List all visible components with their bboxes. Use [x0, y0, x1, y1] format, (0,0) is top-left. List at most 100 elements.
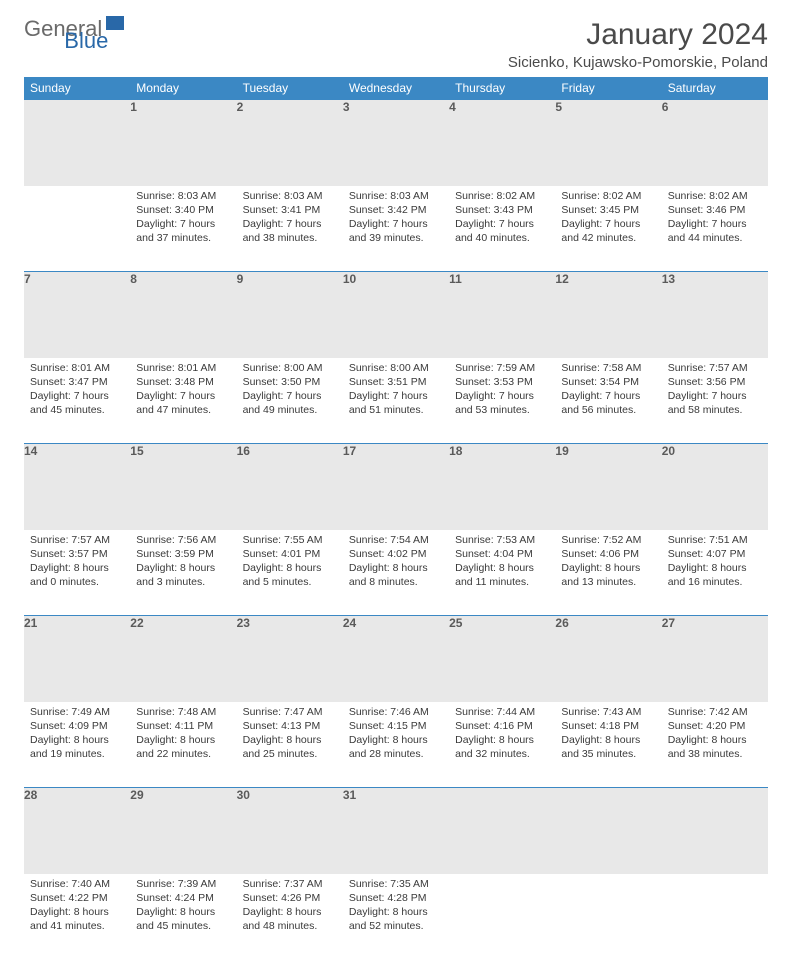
daylight1-text: Daylight: 7 hours	[668, 217, 762, 231]
calendar-page: General Blue January 2024 Sicienko, Kuja…	[0, 0, 792, 978]
daylight2-text: and 0 minutes.	[30, 575, 124, 589]
sunset-text: Sunset: 3:40 PM	[136, 203, 230, 217]
day-details: Sunrise: 7:48 AMSunset: 4:11 PMDaylight:…	[130, 702, 236, 768]
daylight2-text: and 52 minutes.	[349, 919, 443, 933]
weekday-heading: Friday	[555, 77, 661, 100]
daylight1-text: Daylight: 8 hours	[561, 733, 655, 747]
daylight1-text: Daylight: 7 hours	[668, 389, 762, 403]
sunset-text: Sunset: 4:06 PM	[561, 547, 655, 561]
sunset-text: Sunset: 4:01 PM	[243, 547, 337, 561]
daylight2-text: and 37 minutes.	[136, 231, 230, 245]
day-cell: Sunrise: 7:53 AMSunset: 4:04 PMDaylight:…	[449, 530, 555, 616]
sunrise-text: Sunrise: 7:57 AM	[668, 361, 762, 375]
sunrise-text: Sunrise: 8:02 AM	[668, 189, 762, 203]
sunrise-text: Sunrise: 7:44 AM	[455, 705, 549, 719]
daylight2-text: and 3 minutes.	[136, 575, 230, 589]
sunrise-text: Sunrise: 8:03 AM	[349, 189, 443, 203]
day-number: 4	[449, 100, 555, 186]
daylight1-text: Daylight: 7 hours	[243, 389, 337, 403]
daylight1-text: Daylight: 7 hours	[349, 389, 443, 403]
sunrise-text: Sunrise: 7:59 AM	[455, 361, 549, 375]
sunrise-text: Sunrise: 8:01 AM	[30, 361, 124, 375]
daylight2-text: and 53 minutes.	[455, 403, 549, 417]
day-number: 18	[449, 444, 555, 530]
day-cell: Sunrise: 7:44 AMSunset: 4:16 PMDaylight:…	[449, 702, 555, 788]
day-number-row: 78910111213	[24, 272, 768, 358]
daylight1-text: Daylight: 8 hours	[455, 733, 549, 747]
logo: General Blue	[24, 18, 170, 40]
day-cell: Sunrise: 7:54 AMSunset: 4:02 PMDaylight:…	[343, 530, 449, 616]
daylight2-text: and 38 minutes.	[243, 231, 337, 245]
sunrise-text: Sunrise: 8:03 AM	[243, 189, 337, 203]
day-cell: Sunrise: 7:59 AMSunset: 3:53 PMDaylight:…	[449, 358, 555, 444]
day-cell: Sunrise: 7:58 AMSunset: 3:54 PMDaylight:…	[555, 358, 661, 444]
daylight2-text: and 47 minutes.	[136, 403, 230, 417]
day-cell: Sunrise: 8:02 AMSunset: 3:45 PMDaylight:…	[555, 186, 661, 272]
sunrise-text: Sunrise: 7:48 AM	[136, 705, 230, 719]
day-cell: Sunrise: 7:57 AMSunset: 3:57 PMDaylight:…	[24, 530, 130, 616]
daylight2-text: and 35 minutes.	[561, 747, 655, 761]
sunrise-text: Sunrise: 7:58 AM	[561, 361, 655, 375]
daylight1-text: Daylight: 8 hours	[30, 905, 124, 919]
day-cell: Sunrise: 8:01 AMSunset: 3:47 PMDaylight:…	[24, 358, 130, 444]
day-details: Sunrise: 8:02 AMSunset: 3:46 PMDaylight:…	[662, 186, 768, 252]
calendar-body: 123456Sunrise: 8:03 AMSunset: 3:40 PMDay…	[24, 100, 768, 960]
daylight1-text: Daylight: 8 hours	[243, 561, 337, 575]
day-cell: Sunrise: 7:48 AMSunset: 4:11 PMDaylight:…	[130, 702, 236, 788]
sunrise-text: Sunrise: 7:37 AM	[243, 877, 337, 891]
sunset-text: Sunset: 4:20 PM	[668, 719, 762, 733]
day-number: 11	[449, 272, 555, 358]
day-cell: Sunrise: 7:49 AMSunset: 4:09 PMDaylight:…	[24, 702, 130, 788]
day-details: Sunrise: 7:44 AMSunset: 4:16 PMDaylight:…	[449, 702, 555, 768]
sunrise-text: Sunrise: 7:55 AM	[243, 533, 337, 547]
daylight1-text: Daylight: 8 hours	[30, 733, 124, 747]
day-number: 30	[237, 788, 343, 874]
day-details: Sunrise: 7:47 AMSunset: 4:13 PMDaylight:…	[237, 702, 343, 768]
daylight2-text: and 19 minutes.	[30, 747, 124, 761]
daylight1-text: Daylight: 7 hours	[455, 217, 549, 231]
day-number-row: 21222324252627	[24, 616, 768, 702]
day-cell: Sunrise: 7:42 AMSunset: 4:20 PMDaylight:…	[662, 702, 768, 788]
daylight2-text: and 8 minutes.	[349, 575, 443, 589]
day-details: Sunrise: 7:57 AMSunset: 3:57 PMDaylight:…	[24, 530, 130, 596]
day-cell: Sunrise: 7:37 AMSunset: 4:26 PMDaylight:…	[237, 874, 343, 960]
day-cell: Sunrise: 7:51 AMSunset: 4:07 PMDaylight:…	[662, 530, 768, 616]
day-number: 16	[237, 444, 343, 530]
sunrise-text: Sunrise: 7:56 AM	[136, 533, 230, 547]
day-number: 7	[24, 272, 130, 358]
daylight1-text: Daylight: 7 hours	[243, 217, 337, 231]
day-cell: Sunrise: 8:03 AMSunset: 3:42 PMDaylight:…	[343, 186, 449, 272]
sunset-text: Sunset: 4:28 PM	[349, 891, 443, 905]
day-number: 29	[130, 788, 236, 874]
day-number: 13	[662, 272, 768, 358]
sunrise-text: Sunrise: 8:02 AM	[561, 189, 655, 203]
day-details: Sunrise: 7:39 AMSunset: 4:24 PMDaylight:…	[130, 874, 236, 940]
daylight1-text: Daylight: 8 hours	[349, 561, 443, 575]
day-number: 27	[662, 616, 768, 702]
day-details: Sunrise: 7:59 AMSunset: 3:53 PMDaylight:…	[449, 358, 555, 424]
daylight1-text: Daylight: 8 hours	[668, 733, 762, 747]
day-cell	[662, 874, 768, 960]
day-number	[24, 100, 130, 186]
weekday-heading: Monday	[130, 77, 236, 100]
day-number: 17	[343, 444, 449, 530]
daylight2-text: and 42 minutes.	[561, 231, 655, 245]
day-cell: Sunrise: 8:03 AMSunset: 3:41 PMDaylight:…	[237, 186, 343, 272]
day-number: 10	[343, 272, 449, 358]
day-number: 24	[343, 616, 449, 702]
day-cell: Sunrise: 8:02 AMSunset: 3:46 PMDaylight:…	[662, 186, 768, 272]
daylight1-text: Daylight: 8 hours	[136, 905, 230, 919]
day-number: 22	[130, 616, 236, 702]
day-cell: Sunrise: 8:00 AMSunset: 3:50 PMDaylight:…	[237, 358, 343, 444]
day-number	[449, 788, 555, 874]
day-number: 3	[343, 100, 449, 186]
sunset-text: Sunset: 4:02 PM	[349, 547, 443, 561]
daylight2-text: and 40 minutes.	[455, 231, 549, 245]
sunset-text: Sunset: 4:09 PM	[30, 719, 124, 733]
daylight1-text: Daylight: 7 hours	[455, 389, 549, 403]
day-details: Sunrise: 7:56 AMSunset: 3:59 PMDaylight:…	[130, 530, 236, 596]
sunrise-text: Sunrise: 7:51 AM	[668, 533, 762, 547]
day-cell: Sunrise: 7:40 AMSunset: 4:22 PMDaylight:…	[24, 874, 130, 960]
sunrise-text: Sunrise: 8:02 AM	[455, 189, 549, 203]
sunset-text: Sunset: 4:26 PM	[243, 891, 337, 905]
